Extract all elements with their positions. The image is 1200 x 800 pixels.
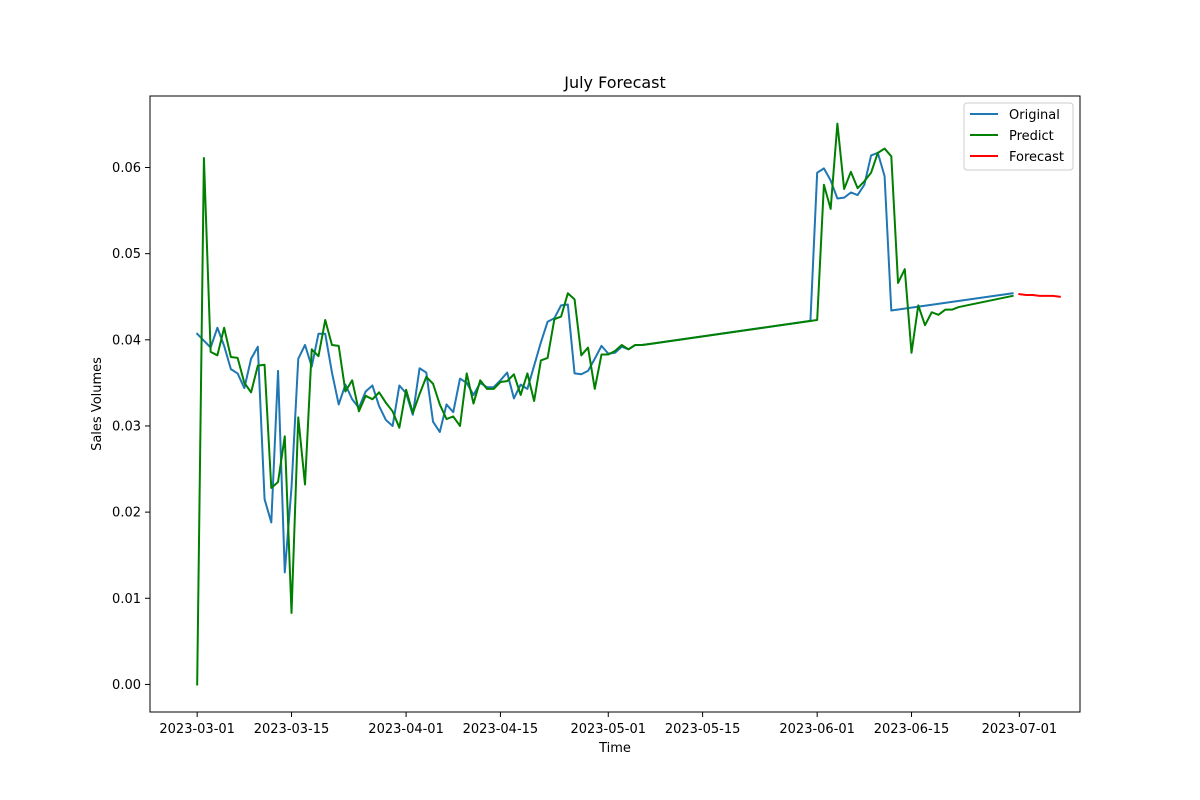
- chart-title: July Forecast: [563, 73, 666, 92]
- x-axis-label: Time: [598, 741, 631, 756]
- legend-label-original: Original: [1009, 108, 1060, 123]
- x-tick-label: 2023-03-15: [254, 722, 330, 737]
- series-line-predict: [196, 122, 1014, 686]
- y-tick-label: 0.00: [112, 678, 141, 693]
- x-tick-label: 2023-06-15: [874, 722, 950, 737]
- legend-label-predict: Predict: [1009, 129, 1054, 144]
- x-axis-ticks: 2023-03-01 2023-03-15 2023-04-01 2023-04-15…: [159, 712, 1057, 737]
- x-tick-label: 2023-05-01: [570, 722, 646, 737]
- y-tick-label: 0.02: [112, 506, 141, 521]
- series-lines: [195, 122, 1061, 686]
- x-tick-label: 2023-04-01: [368, 722, 444, 737]
- x-tick-label: 2023-07-01: [982, 722, 1058, 737]
- x-tick-label: 2023-03-01: [159, 722, 235, 737]
- y-tick-label: 0.03: [112, 419, 141, 434]
- y-axis-ticks: 0.00 0.01 0.02 0.03 0.04 0.05 0.06: [112, 161, 150, 693]
- series-line-forecast: [1018, 293, 1061, 298]
- legend-box: [963, 102, 1074, 171]
- y-tick-label: 0.06: [112, 161, 141, 176]
- y-axis-label: Sales Volumes: [90, 357, 105, 451]
- x-tick-label: 2023-06-01: [779, 722, 855, 737]
- legend-label-forecast: Forecast: [1009, 150, 1064, 165]
- chart-legend: Original Predict Forecast: [963, 102, 1074, 171]
- plot-area-frame: [149, 95, 1081, 713]
- y-tick-label: 0.01: [112, 592, 141, 607]
- x-tick-label: 2023-05-15: [665, 722, 741, 737]
- y-tick-label: 0.04: [112, 333, 141, 348]
- y-tick-label: 0.05: [112, 247, 141, 262]
- x-tick-label: 2023-04-15: [463, 722, 539, 737]
